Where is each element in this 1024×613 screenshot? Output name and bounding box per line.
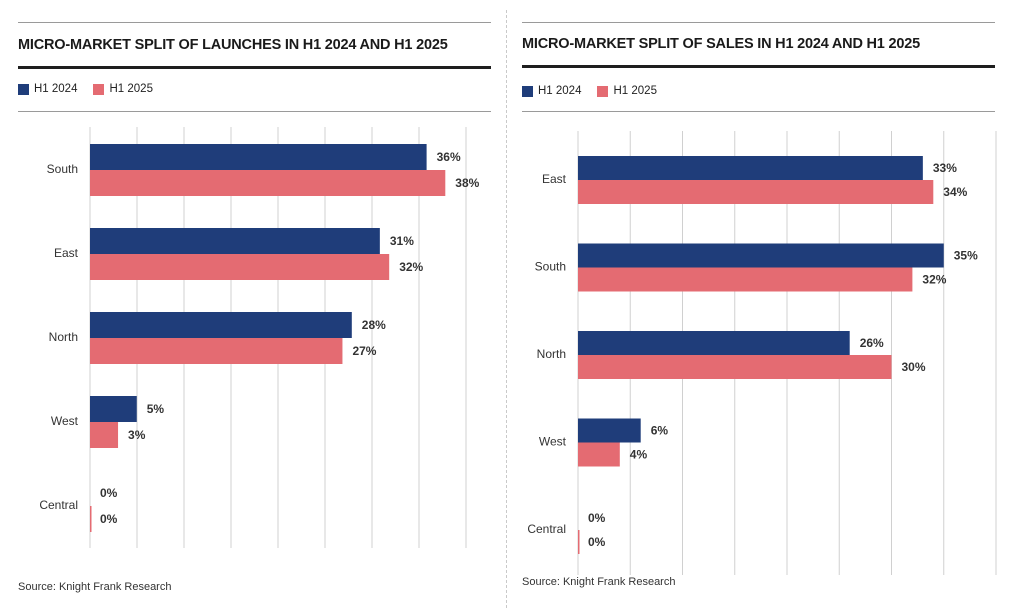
data-label: 32% xyxy=(399,260,423,274)
bar-north-h1-2024 xyxy=(90,312,352,338)
category-label-central: Central xyxy=(39,498,78,512)
legend-item-h1-2024: H1 2024 xyxy=(522,85,581,97)
bar-south-h1-2024 xyxy=(90,144,427,170)
data-label: 31% xyxy=(390,234,414,248)
legend-item-h1-2024: H1 2024 xyxy=(18,83,77,95)
bar-south-h1-2024 xyxy=(578,243,944,268)
bar-north-h1-2025 xyxy=(578,355,892,379)
legend-swatch-h1-2024 xyxy=(522,85,533,97)
bar-central-h1-2025 xyxy=(90,506,92,532)
top-rule xyxy=(18,22,491,23)
category-label-south: South xyxy=(535,260,566,274)
bar-west-h1-2024 xyxy=(578,418,641,443)
bar-west-h1-2025 xyxy=(578,442,620,467)
data-label: 0% xyxy=(100,512,118,526)
category-label-south: South xyxy=(47,162,78,176)
data-label: 0% xyxy=(588,511,606,525)
source-note: Source: Knight Frank Research xyxy=(522,576,676,588)
data-label: 5% xyxy=(147,402,165,416)
bar-east-h1-2025 xyxy=(90,254,390,280)
bar-south-h1-2025 xyxy=(90,170,446,196)
top-rule xyxy=(522,22,995,23)
legend: H1 2024 H1 2025 xyxy=(18,83,169,95)
data-label: 30% xyxy=(902,360,926,374)
legend-swatch-h1-2025 xyxy=(597,85,609,97)
data-label: 28% xyxy=(362,318,386,332)
category-label-north: North xyxy=(49,330,78,344)
bar-south-h1-2025 xyxy=(578,267,913,292)
chart-title: MICRO-MARKET SPLIT OF LAUNCHES IN H1 202… xyxy=(18,37,448,53)
category-label-west: West xyxy=(51,414,79,428)
data-label: 33% xyxy=(933,161,957,175)
bar-north-h1-2025 xyxy=(90,338,343,364)
data-label: 26% xyxy=(860,336,884,350)
data-label: 3% xyxy=(128,428,146,442)
bar-east-h1-2024 xyxy=(90,228,380,254)
data-label: 27% xyxy=(352,344,376,358)
legend-rule xyxy=(18,111,491,112)
bar-central-h1-2025 xyxy=(578,530,580,554)
data-label: 4% xyxy=(630,448,648,462)
legend-label: H1 2024 xyxy=(34,83,78,95)
data-label: 0% xyxy=(588,535,606,549)
bar-west-h1-2025 xyxy=(90,422,119,448)
category-label-east: East xyxy=(542,172,567,186)
legend-item-h1-2025: H1 2025 xyxy=(93,83,153,95)
legend-label: H1 2024 xyxy=(538,85,582,97)
data-label: 38% xyxy=(455,176,479,190)
bar-west-h1-2024 xyxy=(90,396,137,422)
bar-east-h1-2024 xyxy=(578,156,923,180)
chart-title: MICRO-MARKET SPLIT OF SALES IN H1 2024 A… xyxy=(522,36,920,52)
legend-rule xyxy=(522,111,995,112)
sales-panel: MICRO-MARKET SPLIT OF SALES IN H1 2024 A… xyxy=(508,0,1024,613)
sales-bar-chart: East 33% 34% South 35% 32% North 26% 30% West 6%4%… xyxy=(527,131,997,575)
data-label: 34% xyxy=(943,185,967,199)
title-rule xyxy=(522,65,995,68)
data-label: 35% xyxy=(954,249,978,263)
bar-north-h1-2024 xyxy=(578,331,850,355)
launches-panel: MICRO-MARKET SPLIT OF LAUNCHES IN H1 202… xyxy=(0,0,505,613)
title-rule xyxy=(18,66,491,69)
category-label-central: Central xyxy=(527,522,566,536)
data-label: 0% xyxy=(100,486,118,500)
launches-bar-chart: South 36% 38% East 31% 32% North 28% 27% West 5%3%… xyxy=(39,127,480,548)
data-label: 6% xyxy=(651,424,669,438)
legend-swatch-h1-2025 xyxy=(93,83,105,95)
legend-swatch-h1-2024 xyxy=(18,83,29,95)
legend-item-h1-2025: H1 2025 xyxy=(597,85,657,97)
bar-east-h1-2025 xyxy=(578,180,934,204)
category-label-east: East xyxy=(54,246,79,260)
legend-label: H1 2025 xyxy=(109,83,153,95)
panel-divider xyxy=(506,10,507,608)
legend-label: H1 2025 xyxy=(613,85,657,97)
data-label: 32% xyxy=(922,273,946,287)
source-note: Source: Knight Frank Research xyxy=(18,581,172,593)
category-label-north: North xyxy=(537,347,566,361)
category-label-west: West xyxy=(539,435,567,449)
data-label: 36% xyxy=(437,150,461,164)
legend: H1 2024 H1 2025 xyxy=(522,85,673,97)
